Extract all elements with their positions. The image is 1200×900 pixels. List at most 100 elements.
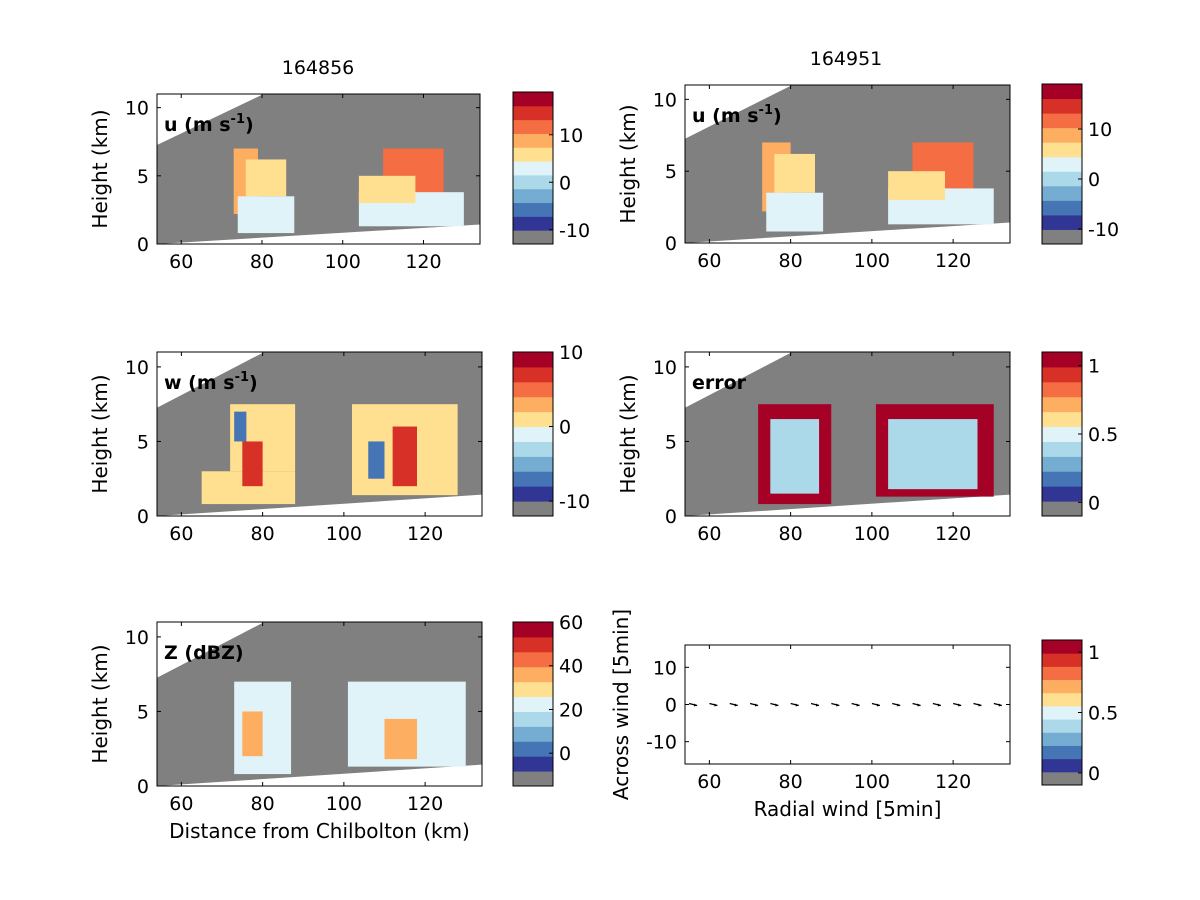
axes-frame [684, 84, 1011, 244]
y-tick-label: 0 [137, 234, 149, 256]
colorbar-tick-label: -10 [1088, 219, 1119, 241]
colorbar-swatch [513, 711, 553, 727]
y-tick-label: 5 [137, 431, 149, 453]
colorbar-swatch [513, 119, 553, 134]
colorbar-z_left: 60 40 20 0 [512, 612, 583, 787]
colorbar-swatch [1042, 456, 1082, 472]
data-cell [242, 711, 263, 757]
y-tick-label: 0 [665, 695, 677, 717]
colorbar-swatch [513, 726, 553, 742]
y-tick-label: 0 [137, 506, 149, 528]
y-tick-label: 5 [665, 161, 677, 183]
y-tick-label: 5 [137, 166, 149, 188]
colorbar-swatch [1042, 501, 1082, 517]
y-tick-label: 10 [125, 98, 149, 120]
colorbar-tick-label: 40 [559, 656, 583, 678]
x-tick-label: 80 [250, 251, 274, 273]
y-axis-label: Across wind [5min] [609, 609, 633, 800]
colorbar-error_right: 10.50 [1041, 351, 1118, 517]
x-axis-label: Distance from Chilbolton (km) [169, 819, 470, 843]
x-tick-label: 60 [697, 771, 721, 793]
colorbar-swatch [1042, 640, 1082, 654]
colorbar-swatch [513, 188, 553, 204]
colorbar-tick-label: 1 [1088, 356, 1100, 378]
panel-label: w (m s-1) [164, 370, 258, 394]
wind-arrow-head [694, 703, 698, 707]
colorbar-swatch [513, 133, 553, 148]
x-tick-label: 60 [169, 523, 193, 545]
x-tick-label: 80 [779, 250, 803, 272]
y-axis-label: Height (km) [616, 374, 640, 493]
colorbar-frame [512, 621, 554, 787]
colorbar-tick-label: 0 [559, 172, 571, 194]
panel-z_left: Z (dBZ) 60 80 100 120 0 5 10 Height (km) Distance… [88, 612, 583, 843]
y-tick-label: 5 [665, 431, 677, 453]
colorbar-tick-label: 0 [1088, 763, 1100, 785]
colorbar-swatch [1042, 156, 1082, 172]
plot-area-u_right [685, 85, 1010, 243]
colorbar-swatch [1042, 666, 1082, 681]
wind-arrow-head [775, 703, 779, 707]
unsampled-region [685, 352, 793, 408]
colorbar-swatch [1042, 441, 1082, 457]
colorbar-swatch [1042, 732, 1082, 746]
colorbar-swatch [1042, 758, 1082, 773]
colorbar-swatch [513, 456, 553, 472]
data-cell [368, 441, 385, 479]
wind-arrow-head [755, 703, 759, 707]
colorbar-swatch [1042, 352, 1082, 368]
data-cell [237, 196, 295, 234]
colorbar-swatch [513, 666, 553, 683]
y-axis-label: Height (km) [88, 374, 112, 493]
wind-arrow-head [978, 703, 982, 707]
x-tick-label: 100 [854, 771, 890, 793]
axes-frame [156, 621, 483, 787]
colorbar-tick-label: 10 [1088, 119, 1112, 141]
wind-arrow-head [917, 703, 921, 707]
colorbar-swatch [1042, 98, 1082, 114]
axes-frame [156, 351, 483, 517]
plot-area-u_left [157, 94, 480, 244]
panel-label: u (m s-1) [692, 103, 782, 127]
x-tick-label: 120 [407, 793, 443, 815]
wind-arrow-head [856, 703, 860, 707]
colorbar-frame [512, 91, 554, 245]
colorbar-tick-label: -10 [559, 220, 590, 242]
colorbar-swatch [513, 366, 553, 383]
wind-arrow-head [876, 703, 880, 707]
y-tick-label: 10 [125, 357, 149, 379]
colorbar-swatch [513, 174, 553, 190]
colorbar-tick-label: 10 [559, 342, 583, 364]
colorbar-swatch [1042, 381, 1082, 398]
colorbar-swatch [513, 636, 553, 653]
colorbar-swatch [1042, 719, 1082, 733]
colorbar-swatch [513, 471, 553, 487]
x-tick-label: 120 [407, 523, 443, 545]
unsampled-region [685, 494, 1010, 516]
colorbar-swatch [1042, 705, 1082, 720]
colorbar-tick-label: 0 [1088, 492, 1100, 514]
y-tick-label: -10 [646, 732, 677, 754]
x-tick-label: 80 [251, 793, 275, 815]
colorbar-tick-label: 60 [559, 612, 583, 634]
colorbar-swatch [513, 161, 553, 176]
colorbar-swatch [513, 501, 553, 517]
y-tick-label: 0 [665, 233, 677, 255]
colorbar-w_left: 10 0 -10 [512, 342, 590, 517]
x-tick-label: 60 [697, 250, 721, 272]
data-cell [358, 175, 416, 204]
colorbar-swatch [513, 381, 553, 398]
x-axis-label: Radial wind [5min] [754, 797, 942, 821]
data-cell [392, 426, 417, 487]
data-cell [234, 411, 247, 442]
title-right: 164951 [810, 48, 883, 70]
y-tick-label: 10 [125, 627, 149, 649]
colorbar-swatch [1042, 142, 1082, 158]
y-axis-label: Height (km) [88, 644, 112, 763]
wind-arrow-head [897, 703, 901, 707]
x-tick-label: 120 [935, 771, 971, 793]
colorbar-swatch [1042, 692, 1082, 707]
